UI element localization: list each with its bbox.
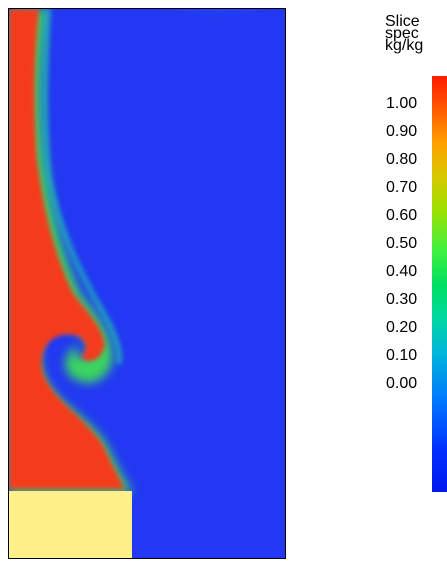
legend-tick: 0.70 (386, 179, 418, 196)
legend-tick: 0.90 (386, 123, 418, 140)
legend-tick: 0.60 (386, 207, 418, 224)
legend-title-line-1: Slice (385, 13, 420, 30)
simulation-slice-view (8, 8, 286, 559)
obstacle-block (9, 491, 132, 558)
slice-field-icon (9, 9, 285, 558)
legend-tick: 0.00 (386, 375, 418, 392)
legend-tick: 0.20 (386, 319, 418, 336)
top-glow (159, 9, 279, 39)
mixing-layer-cyan (42, 9, 123, 365)
legend-tick: 0.10 (386, 347, 418, 364)
legend-tick: 0.30 (386, 291, 418, 308)
plume-core (9, 9, 125, 489)
legend-title-line-2: spec (385, 25, 419, 42)
legend-tick: 0.40 (386, 263, 418, 280)
legend-tick: 0.50 (386, 235, 418, 252)
legend-title: Slice spec kg/kg (385, 13, 447, 54)
legend-tick: 0.80 (386, 151, 418, 168)
legend-title-line-3: kg/kg (385, 37, 424, 54)
legend-tick: 1.00 (386, 95, 418, 112)
gradient-colorbar-icon (432, 76, 447, 492)
